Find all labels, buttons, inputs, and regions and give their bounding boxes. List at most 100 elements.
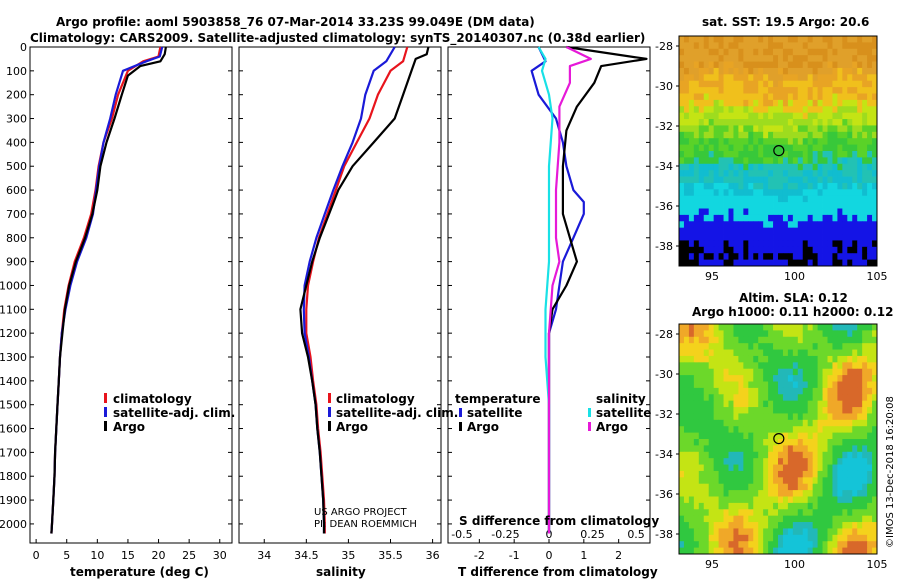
map-cell — [758, 413, 764, 421]
map-cell — [867, 509, 873, 517]
map-cell — [812, 541, 818, 549]
map-cell — [708, 509, 715, 517]
map-cell — [837, 157, 843, 165]
map-cell — [718, 375, 724, 382]
map-cell — [792, 112, 799, 120]
map-cell — [738, 355, 744, 363]
map-cell — [773, 477, 779, 485]
map-cell — [768, 387, 774, 395]
map-cell — [773, 157, 779, 165]
map-cell — [817, 400, 823, 408]
map-cell — [718, 349, 724, 357]
map-cell — [822, 413, 828, 421]
map-cell — [728, 483, 734, 491]
map-cell — [758, 439, 764, 446]
map-cell — [842, 381, 848, 389]
map-cell — [763, 170, 769, 177]
map-cell — [867, 490, 873, 497]
map-cell — [782, 362, 789, 370]
salinity-tick-label: 34.5 — [294, 549, 319, 562]
map-cell — [778, 125, 784, 133]
map-cell — [842, 176, 848, 184]
map-cell — [862, 426, 868, 434]
map-cell — [782, 343, 789, 350]
map-cell — [753, 407, 759, 414]
map-cell — [753, 477, 759, 485]
map-cell — [787, 259, 794, 267]
map-cell — [827, 496, 833, 504]
map-cell — [733, 419, 739, 427]
map-cell — [812, 394, 818, 402]
map-cell — [872, 106, 878, 114]
map-cell — [683, 362, 690, 370]
map-cell — [782, 170, 789, 177]
map-cell — [822, 330, 828, 338]
map-cell — [842, 509, 848, 517]
depth-tick-label: 800 — [6, 232, 27, 245]
map-cell — [683, 93, 690, 101]
map-cell — [758, 381, 764, 389]
map-cell — [728, 464, 734, 472]
map-cell — [807, 483, 814, 491]
map-cell — [778, 490, 784, 497]
temperature-tick-label: 30 — [213, 549, 227, 562]
map-cell — [718, 547, 724, 555]
map-cell — [867, 138, 873, 146]
map-cell — [733, 458, 739, 465]
map-cell — [693, 227, 700, 235]
map-cell — [782, 432, 789, 440]
map-cell — [847, 67, 853, 75]
map-cell — [703, 368, 710, 376]
map-cell — [787, 131, 794, 139]
map-cell — [763, 176, 769, 184]
map-cell — [802, 170, 809, 177]
map-cell — [688, 394, 695, 402]
map-cell — [683, 176, 690, 184]
map-cell — [693, 87, 700, 94]
map-cell — [787, 528, 794, 536]
map-cell — [748, 99, 754, 107]
map-cell — [787, 189, 794, 197]
map-cell — [753, 445, 759, 453]
map-cell — [733, 343, 739, 350]
map-cell — [708, 61, 715, 69]
map-cell — [837, 227, 843, 235]
map-cell — [872, 381, 878, 389]
map-cell — [857, 330, 863, 338]
depth-tick-label: 0 — [20, 41, 27, 54]
map-cell — [763, 157, 769, 165]
map-cell — [847, 93, 853, 101]
map-cell — [693, 214, 700, 222]
map-cell — [679, 93, 685, 101]
map-cell — [872, 208, 878, 216]
map-cell — [802, 522, 809, 529]
map-cell — [718, 55, 724, 62]
map-cell — [693, 336, 700, 344]
map-cell — [748, 189, 754, 197]
map-cell — [778, 362, 784, 370]
map-cell — [787, 176, 794, 184]
map-cell — [708, 394, 715, 402]
map-cell — [758, 48, 764, 56]
map-cell — [748, 387, 754, 395]
map-cell — [683, 253, 690, 261]
map-cell — [733, 176, 739, 184]
map-cell — [802, 48, 809, 56]
map-cell — [698, 534, 705, 542]
map-cell — [872, 227, 878, 235]
map-cell — [728, 42, 734, 50]
map-cell — [723, 106, 729, 114]
map-cell — [723, 246, 729, 254]
map-cell — [683, 496, 690, 504]
sla-map-title-line1: Altim. SLA: 0.12 — [739, 291, 848, 305]
map-cell — [688, 490, 695, 497]
map-cell — [753, 182, 759, 190]
map-cell — [679, 144, 685, 152]
map-cell — [792, 93, 799, 101]
map-cell — [872, 330, 878, 338]
map-cell — [688, 522, 695, 529]
map-cell — [797, 413, 804, 421]
map-cell — [817, 208, 823, 216]
map-cell — [693, 490, 700, 497]
map-cell — [773, 48, 779, 56]
